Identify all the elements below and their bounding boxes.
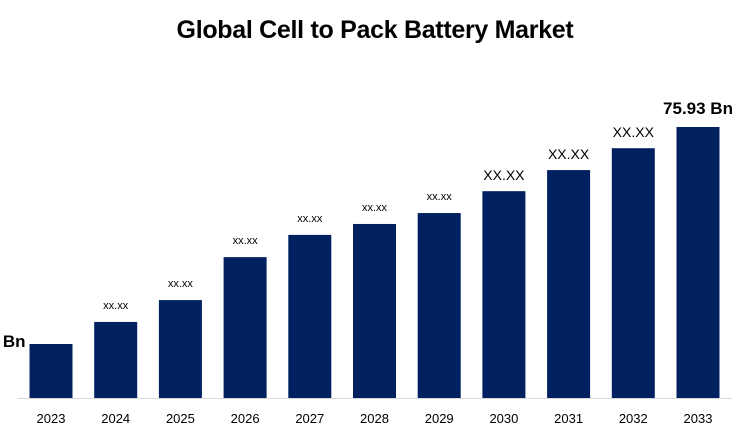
x-tick-label: 2029 (425, 411, 454, 426)
bar-2031 (547, 170, 591, 398)
x-tick-label: 2026 (231, 411, 260, 426)
x-tick-label: 2031 (554, 411, 583, 426)
x-tick-label: 2033 (684, 411, 713, 426)
x-tick-label: 2025 (166, 411, 195, 426)
bar-2029 (417, 213, 461, 398)
data-label: 75.93 Bn (663, 99, 733, 118)
bar-2030 (482, 191, 526, 398)
bar-2025 (158, 300, 202, 398)
bar-2024 (94, 321, 138, 398)
x-tick-label: 2032 (619, 411, 648, 426)
data-label: XX.XX (613, 124, 655, 140)
data-label: xx.xx (427, 191, 453, 203)
data-label: xx.xx (233, 235, 259, 247)
chart-title: Global Cell to Pack Battery Market (176, 16, 574, 44)
x-tick-label: 2023 (37, 411, 66, 426)
data-label: xx.xx (362, 202, 388, 214)
x-tick-label: 2027 (295, 411, 324, 426)
x-tick-label: 2024 (101, 411, 130, 426)
data-label: XX.XX (548, 146, 590, 162)
data-label: xx.xx (168, 278, 194, 290)
data-label: XX.XX (483, 167, 525, 183)
bar-2023 (29, 343, 73, 398)
bar-2032 (611, 148, 655, 398)
bar-2027 (288, 234, 332, 398)
bar-2033 (676, 127, 720, 398)
x-tick-label: 2028 (360, 411, 389, 426)
x-tick-label: 2030 (489, 411, 518, 426)
data-label: 18.35 Bn (0, 332, 26, 351)
bar-2026 (223, 257, 267, 398)
data-label: xx.xx (297, 213, 323, 225)
data-label: xx.xx (103, 300, 129, 312)
bar-2028 (353, 223, 396, 398)
